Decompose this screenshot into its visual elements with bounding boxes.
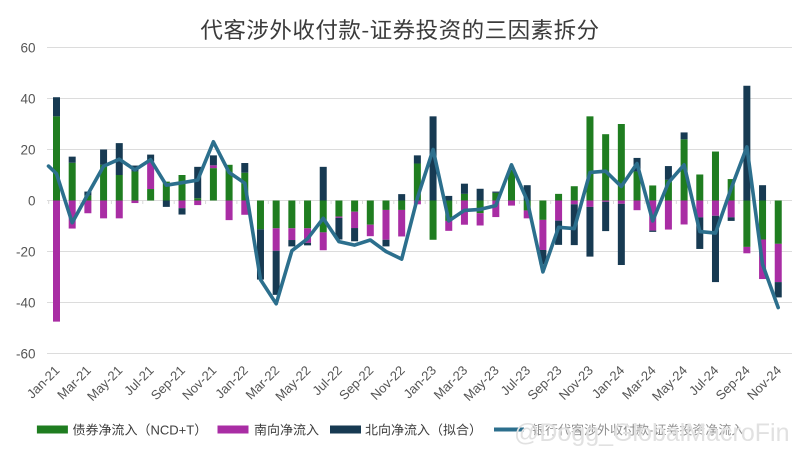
svg-text:Nov-24: Nov-24 <box>744 363 784 403</box>
svg-text:May-21: May-21 <box>84 363 125 404</box>
svg-text:Sep-21: Sep-21 <box>148 363 188 403</box>
svg-text:May-24: May-24 <box>649 363 690 404</box>
svg-text:-20: -20 <box>16 244 36 259</box>
svg-text:40: 40 <box>20 91 35 106</box>
svg-text:0: 0 <box>28 193 36 208</box>
svg-text:南向净流入: 南向净流入 <box>254 423 319 438</box>
svg-text:Nov-23: Nov-23 <box>556 363 596 403</box>
svg-text:北向净流入（拟合）: 北向净流入（拟合） <box>365 423 482 438</box>
svg-text:20: 20 <box>20 142 35 157</box>
svg-text:Sep-22: Sep-22 <box>336 363 376 403</box>
svg-text:Nov-22: Nov-22 <box>367 363 407 403</box>
svg-text:银行代客涉外收付款-证券投资净流入: 银行代客涉外收付款-证券投资净流入 <box>532 423 744 438</box>
svg-text:Sep-24: Sep-24 <box>713 363 753 403</box>
svg-text:债券净流入（NCD+T）: 债券净流入（NCD+T） <box>73 423 208 438</box>
svg-text:60: 60 <box>20 40 35 55</box>
svg-text:May-22: May-22 <box>272 363 313 404</box>
svg-text:@Dogg_GlobalMacroFin: @Dogg_GlobalMacroFin <box>514 419 790 447</box>
svg-text:Sep-23: Sep-23 <box>524 363 564 403</box>
svg-text:Nov-21: Nov-21 <box>179 363 219 403</box>
svg-text:May-23: May-23 <box>461 363 502 404</box>
svg-text:-40: -40 <box>16 295 36 310</box>
svg-text:-60: -60 <box>16 346 36 361</box>
